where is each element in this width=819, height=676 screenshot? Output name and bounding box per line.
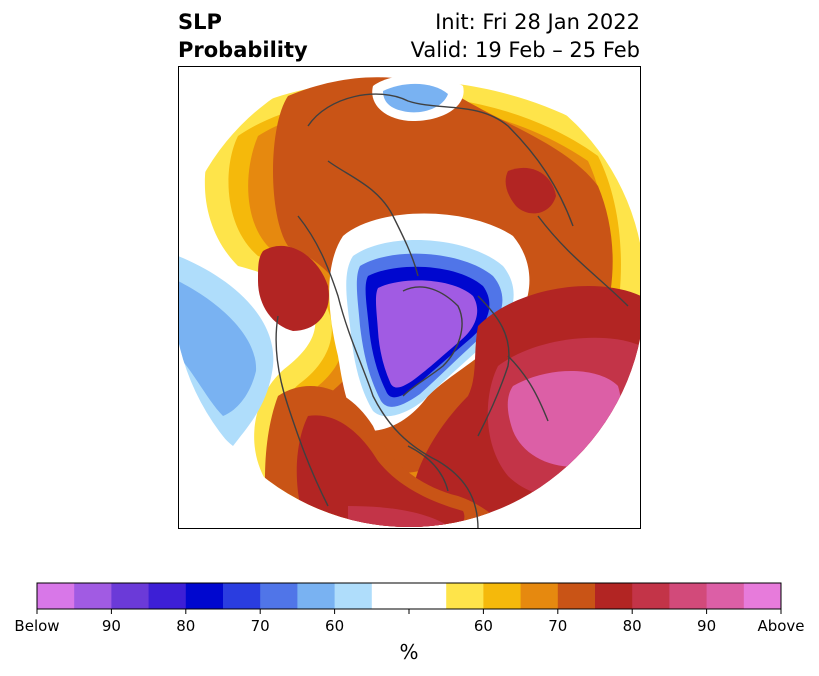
colorbar-label: 80	[622, 617, 642, 635]
probability-field	[178, 74, 641, 527]
colorbar-label: 90	[697, 617, 717, 635]
map-title: SLP Probability	[178, 8, 308, 64]
colorbar-cell	[334, 583, 373, 609]
polar-probability-map	[178, 66, 641, 529]
valid-range: Valid: 19 Feb – 25 Feb	[410, 38, 640, 62]
colorbar-cell	[632, 583, 670, 609]
colorbar-label: 70	[548, 617, 568, 635]
colorbar-cell	[371, 583, 410, 609]
colorbar-label: 80	[176, 617, 196, 635]
colorbar-cell	[446, 583, 484, 609]
colorbar-cell	[483, 583, 522, 609]
colorbar-cell	[74, 583, 112, 609]
colorbar-cell	[223, 583, 261, 609]
title-variable: SLP	[178, 10, 222, 34]
colorbar-cell	[297, 583, 336, 609]
colorbar-cell	[669, 583, 708, 609]
colorbar-cells	[37, 583, 782, 609]
colorbar-label: 70	[250, 617, 270, 635]
colorbar-cell	[185, 583, 224, 609]
colorbar-label: Above	[757, 617, 805, 635]
map-dates: Init: Fri 28 Jan 2022 Valid: 19 Feb – 25…	[411, 8, 640, 64]
colorbar-unit: %	[399, 640, 419, 664]
colorbar-label: 60	[473, 617, 493, 635]
colorbar-label: Below	[14, 617, 60, 635]
colorbar-cell	[520, 583, 559, 609]
coastlines	[275, 93, 629, 529]
title-product: Probability	[178, 38, 308, 62]
colorbar	[36, 582, 782, 614]
colorbar-cell	[111, 583, 150, 609]
colorbar-cell	[148, 583, 187, 609]
colorbar-cell	[260, 583, 298, 609]
colorbar-cell	[595, 583, 633, 609]
colorbar-label: 60	[325, 617, 345, 635]
map-frame	[178, 66, 641, 529]
colorbar-cell	[409, 583, 447, 609]
colorbar-ticks	[36, 609, 782, 614]
colorbar-cell	[37, 583, 75, 609]
colorbar-cell	[706, 583, 745, 609]
init-date: Init: Fri 28 Jan 2022	[435, 10, 640, 34]
colorbar-cell	[743, 583, 782, 609]
colorbar-cell	[557, 583, 596, 609]
colorbar-label: 90	[101, 617, 121, 635]
